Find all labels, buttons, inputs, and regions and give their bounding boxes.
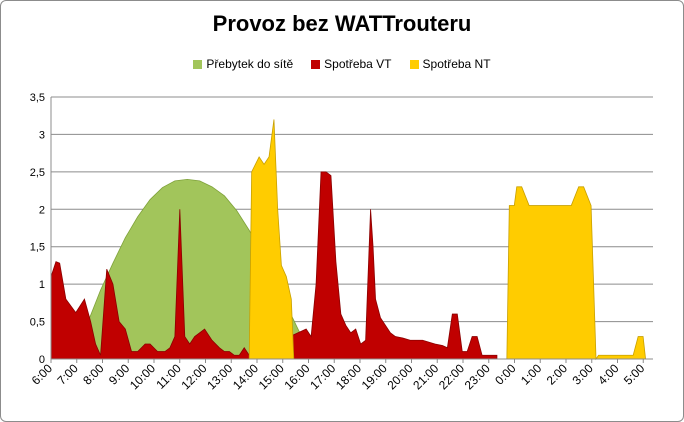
y-tick-label: 2	[39, 204, 45, 216]
x-tick-label: 12:00	[178, 361, 209, 392]
legend-label-surplus: Přebytek do sítě	[206, 57, 294, 71]
series-area-1	[50, 171, 498, 360]
x-tick-label: 3:00	[569, 361, 596, 388]
x-tick-label: 15:00	[256, 361, 287, 392]
x-tick-label: 20:00	[384, 361, 415, 392]
x-tick-label: 14:00	[230, 361, 261, 392]
y-tick-label: 3	[39, 129, 45, 141]
legend: Přebytek do sítě Spotřeba VT Spotřeba NT	[1, 57, 683, 71]
legend-label-nt: Spotřeba NT	[422, 57, 491, 71]
y-tick-label: 0,5	[30, 317, 45, 329]
legend-item-surplus: Přebytek do sítě	[193, 57, 293, 71]
series-area-2	[248, 119, 647, 361]
chart-title: Provoz bez WATTrouteru	[212, 11, 472, 36]
x-tick-label: 10:00	[127, 361, 158, 392]
legend-swatch-nt	[409, 59, 419, 69]
x-tick-label: 21:00	[410, 361, 441, 392]
x-tick-label: 19:00	[359, 361, 390, 392]
x-tick-label: 22:00	[436, 361, 467, 392]
x-tick-label: 11:00	[153, 361, 184, 392]
y-tick-label: 2,5	[30, 167, 45, 179]
legend-swatch-vt	[311, 59, 321, 69]
x-tick-label: 6:00	[29, 361, 56, 388]
x-tick-label: 18:00	[333, 361, 364, 392]
y-tick-label: 0	[39, 354, 45, 366]
x-tick-label: 5:00	[621, 361, 648, 388]
x-tick-label: 1:00	[518, 361, 545, 388]
x-tick-label: 4:00	[595, 361, 622, 388]
legend-label-vt: Spotřeba VT	[324, 57, 392, 71]
y-tick-label: 1,5	[30, 242, 45, 254]
legend-item-vt: Spotřeba VT	[311, 57, 392, 71]
x-tick-label: 8:00	[80, 361, 107, 388]
x-tick-label: 7:00	[54, 361, 81, 388]
x-tick-label: 2:00	[544, 361, 571, 388]
legend-item-nt: Spotřeba NT	[409, 57, 491, 71]
x-tick-label: 23:00	[462, 361, 493, 392]
x-tick-label: 16:00	[281, 361, 312, 392]
x-tick-label: 17:00	[307, 361, 338, 392]
x-tick-label: 13:00	[204, 361, 235, 392]
y-tick-label: 3,5	[30, 92, 45, 104]
legend-swatch-surplus	[193, 59, 203, 69]
y-tick-label: 1	[39, 279, 45, 291]
x-tick-label: 0:00	[492, 361, 519, 388]
